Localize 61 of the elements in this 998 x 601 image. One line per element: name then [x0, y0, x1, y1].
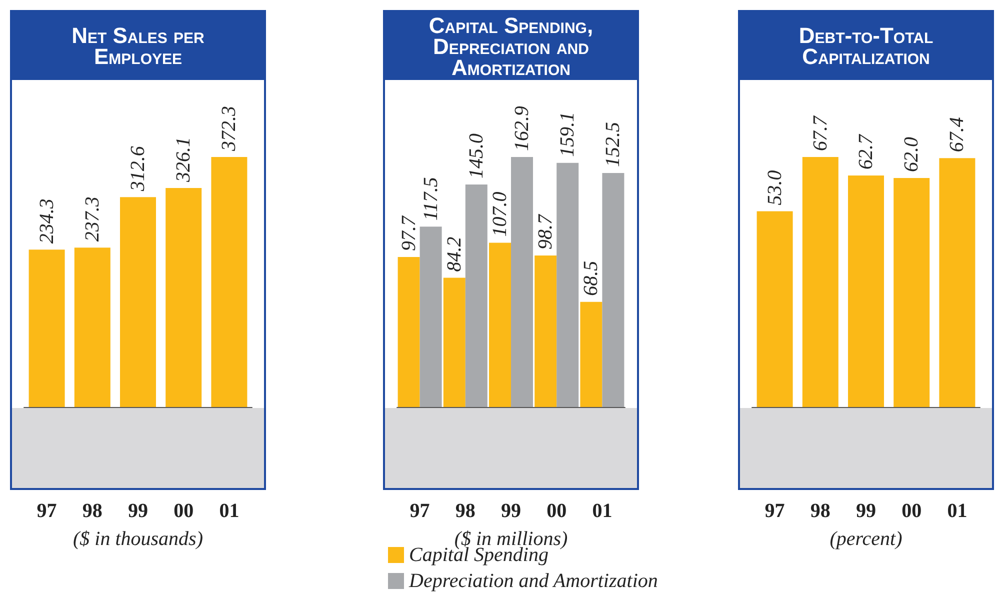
- bar: [756, 211, 793, 407]
- bar: [534, 256, 557, 407]
- bar: [74, 248, 110, 407]
- x-tick-label: 01: [592, 500, 612, 522]
- x-tick-label: 00: [174, 500, 194, 522]
- bar: [602, 172, 624, 407]
- x-axis-title: (percent): [830, 528, 903, 550]
- bar: [443, 278, 466, 407]
- bar: [420, 226, 442, 407]
- x-tick-label: 99: [856, 500, 876, 522]
- bar: [166, 188, 202, 407]
- data-label: 162.9: [511, 106, 533, 151]
- bar: [465, 184, 488, 407]
- bar: [802, 157, 838, 407]
- x-tick-label: 99: [128, 500, 148, 522]
- bar: [511, 157, 533, 407]
- data-label: 237.3: [81, 196, 104, 242]
- data-label: 68.5: [580, 260, 602, 296]
- bar: [556, 162, 579, 407]
- data-label: 145.0: [465, 133, 488, 178]
- bar: [848, 175, 884, 407]
- x-tick-label: 98: [455, 500, 476, 522]
- x-tick-label: 00: [546, 500, 567, 522]
- legend-label: Depreciation and Amortization: [408, 570, 658, 592]
- bar: [120, 197, 156, 407]
- bar: [489, 242, 511, 407]
- data-label: 67.7: [809, 115, 832, 151]
- chart-title: Net Sales per Employee: [12, 12, 264, 80]
- x-axis-title: ($ in thousands): [73, 528, 204, 550]
- data-label: 97.7: [398, 215, 420, 252]
- x-tick-label: 99: [501, 500, 521, 522]
- data-label: 53.0: [764, 170, 786, 206]
- x-tick-label: 01: [219, 500, 240, 522]
- data-label: 107.0: [489, 192, 511, 237]
- data-label: 234.3: [36, 198, 58, 244]
- x-tick-label: 98: [810, 500, 830, 522]
- bar: [894, 178, 930, 407]
- data-label: 117.5: [420, 177, 442, 221]
- data-label: 62.0: [900, 137, 923, 172]
- bar: [580, 302, 602, 407]
- x-tick-label: 97: [36, 500, 57, 522]
- x-tick-label: 97: [410, 500, 430, 522]
- chart-title: Capital Spending, Depreciation and Amortization: [385, 12, 637, 80]
- data-label: 98.7: [534, 214, 557, 250]
- data-label: 159.1: [556, 112, 579, 157]
- data-label: 152.5: [602, 122, 624, 167]
- x-tick-label: 00: [902, 500, 922, 522]
- chart-title: Debt-to-Total Capitalization: [740, 12, 992, 80]
- data-label: 62.7: [855, 133, 877, 170]
- data-label: 372.3: [218, 106, 240, 152]
- x-tick-label: 98: [82, 500, 102, 522]
- bar: [939, 158, 976, 407]
- x-tick-label: 01: [947, 500, 968, 522]
- data-label: 84.2: [443, 236, 466, 272]
- data-label: 312.6: [127, 146, 149, 192]
- data-label: 326.1: [172, 137, 195, 184]
- x-tick-label: 97: [764, 500, 785, 522]
- bar: [398, 257, 420, 407]
- bar: [211, 157, 248, 407]
- data-label: 67.4: [946, 117, 968, 152]
- bar: [28, 250, 65, 407]
